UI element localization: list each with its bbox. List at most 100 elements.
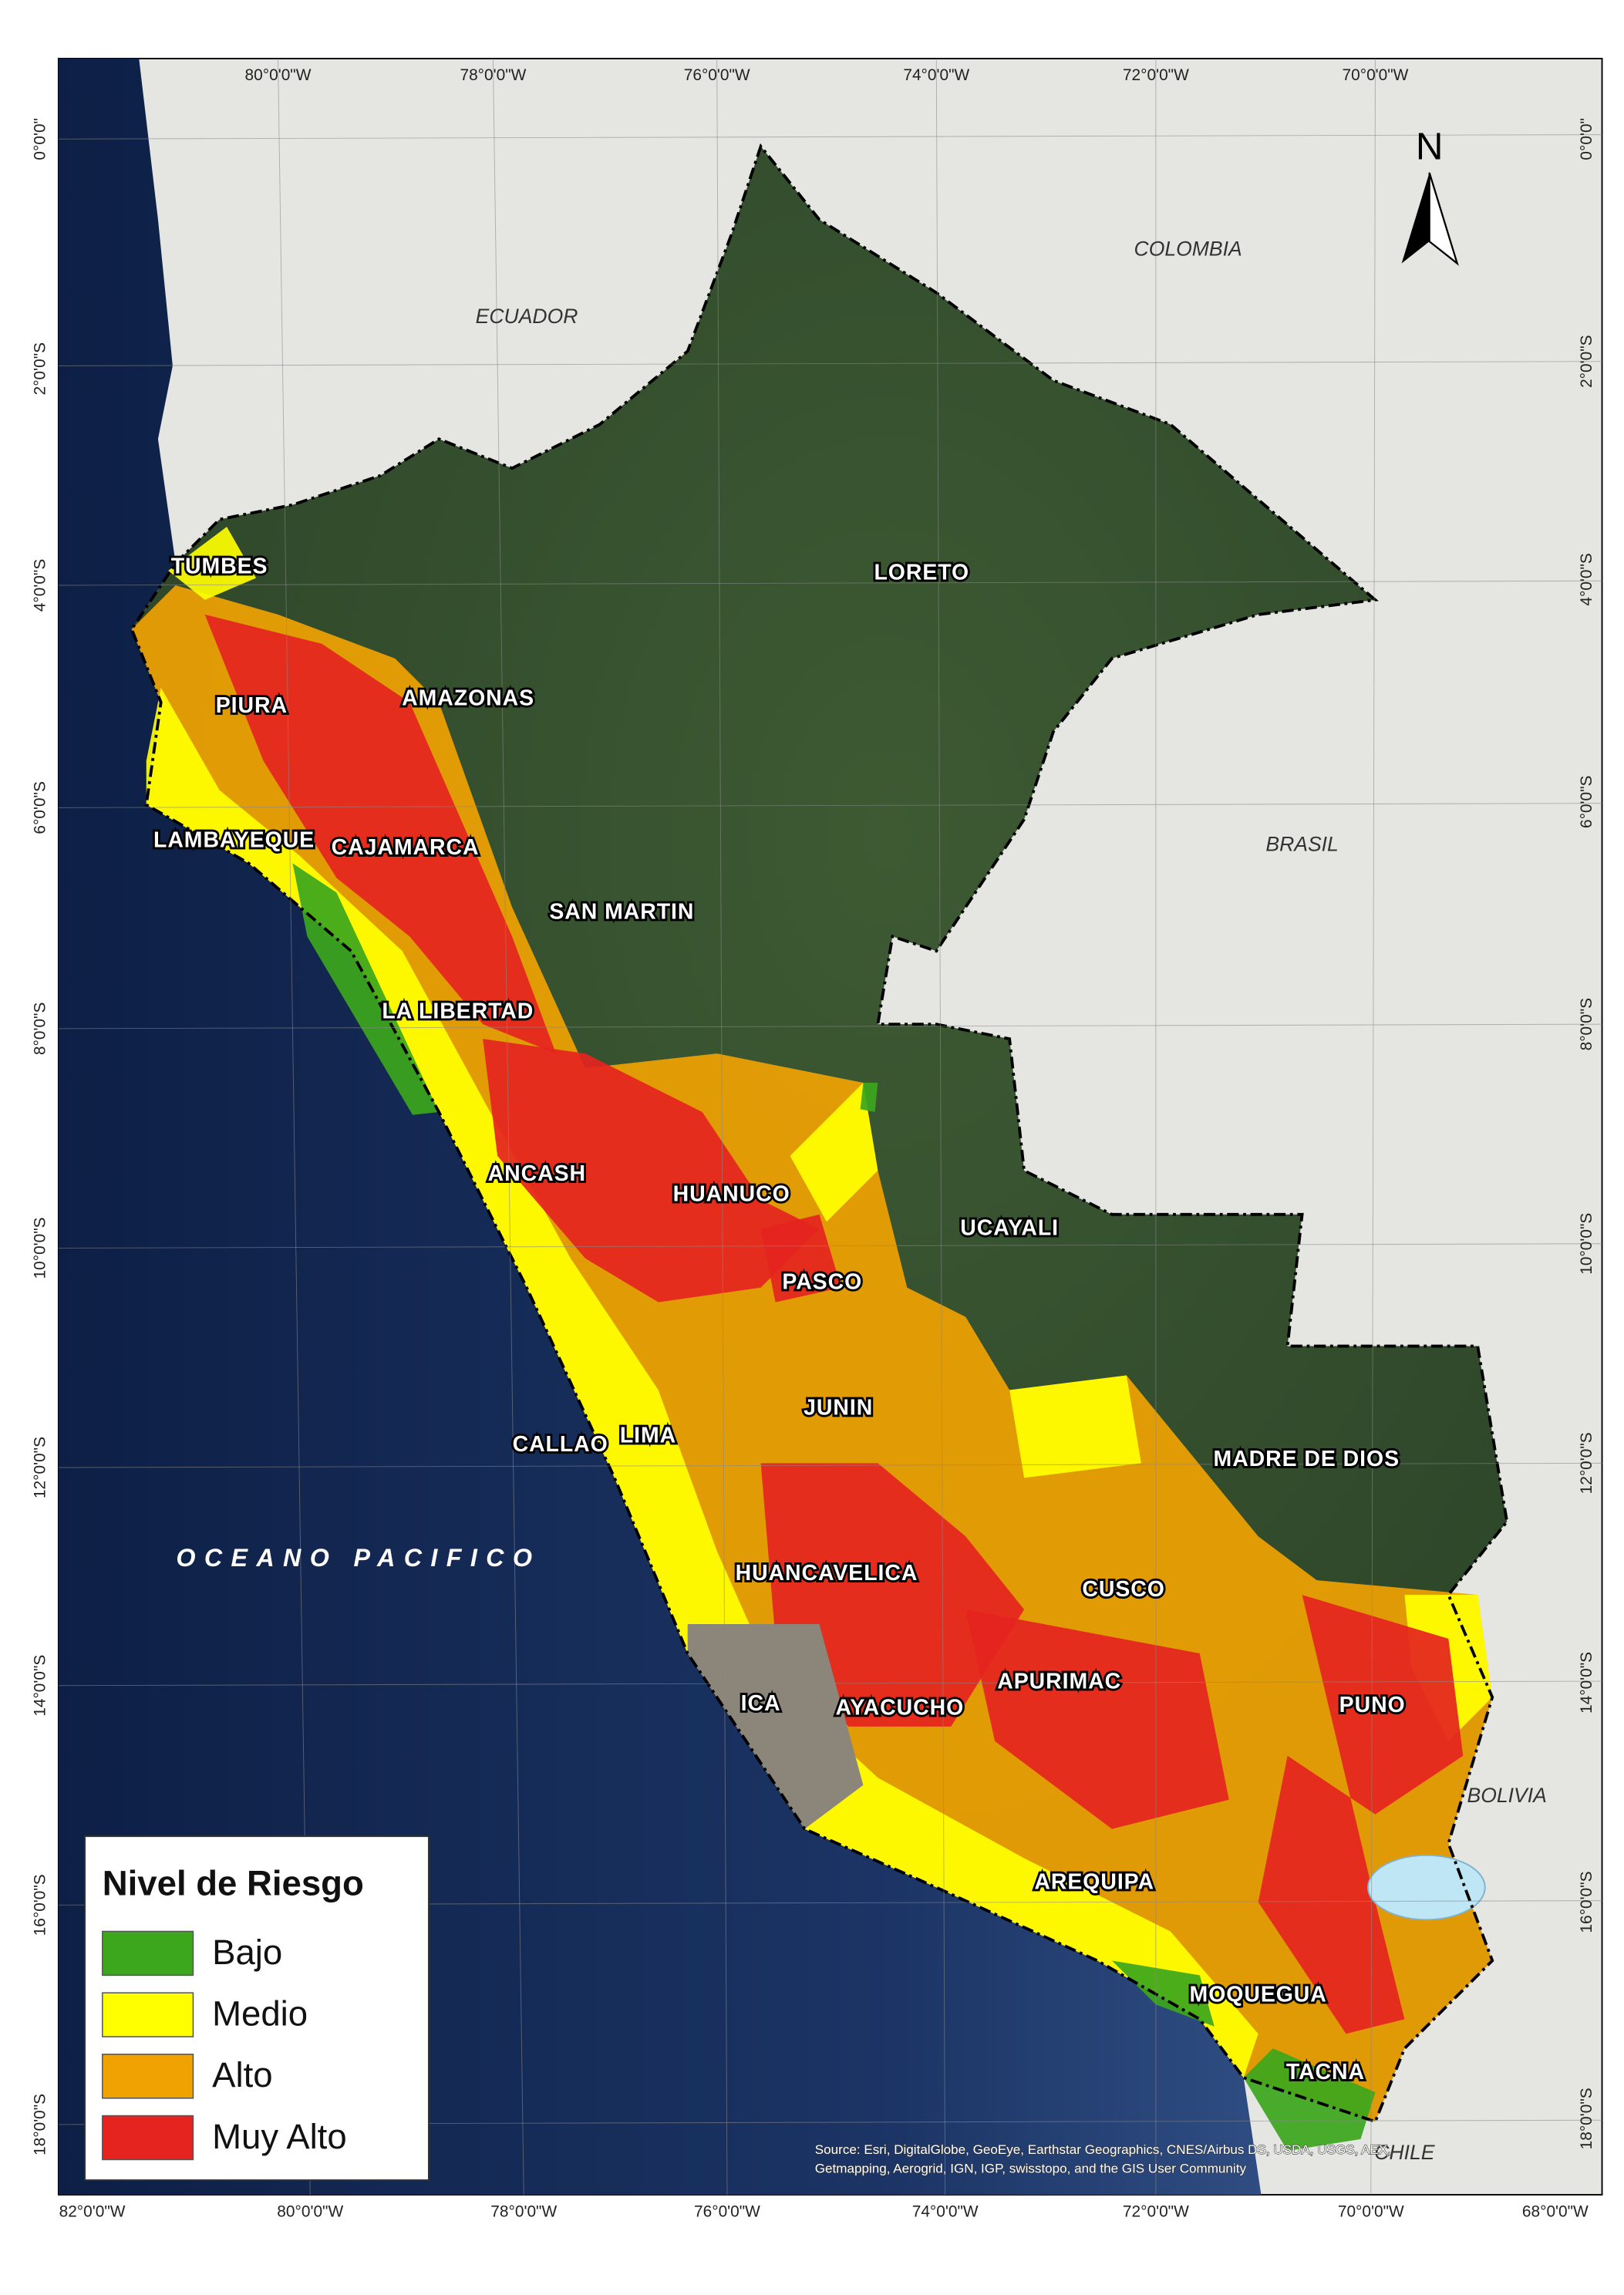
source-text: Source: Esri, DigitalGlobe, GeoEye, Eart… — [815, 2142, 1391, 2157]
ocean-label: OCEANO PACIFICO — [176, 1544, 541, 1572]
risk-zone — [790, 1083, 878, 1222]
graticule — [58, 1462, 1602, 1468]
left-coordinate-label: 16°0'0"S — [32, 1874, 49, 1936]
department-label: MADRE DE DIOS — [1214, 1447, 1400, 1471]
top-coordinate-label: 80°0'0"W — [245, 66, 312, 84]
north-label: N — [1416, 126, 1444, 168]
ica-region — [687, 1624, 864, 1829]
legend: Nivel de Riesgo Bajo Medio Alto Muy Alto — [84, 1835, 430, 2181]
legend-label: Bajo — [212, 1933, 282, 1972]
right-coordinate-label: 6°0'0"S — [1578, 776, 1595, 828]
left-coordinate-label: 2°0'0"S — [32, 342, 49, 395]
right-coordinate-label: 4°0'0"S — [1578, 553, 1595, 605]
label-layer: 80°0'0"W 78°0'0"W 76°0'0"W 74°0'0"W 72°0'0"W… — [32, 66, 1595, 2220]
top-coordinate-label: 72°0'0"W — [1123, 66, 1189, 84]
graticule — [58, 1243, 1602, 1249]
bottom-coordinate-label: 72°0'0"W — [1123, 2202, 1189, 2220]
ocean — [58, 58, 1262, 2195]
department-label: LIMA — [620, 1424, 676, 1448]
left-coordinate-label: 6°0'0"S — [32, 781, 49, 834]
top-coordinate-label: 70°0'0"W — [1343, 66, 1409, 84]
right-coordinate-label: 16°0'0"S — [1578, 1872, 1595, 1933]
north-arrow-right — [1428, 172, 1459, 266]
bottom-coordinate-label: 76°0'0"W — [694, 2202, 760, 2220]
country-label: BRASIL — [1265, 833, 1338, 856]
department-label: ICA — [741, 1691, 781, 1716]
graticule — [492, 58, 524, 2195]
country-label: BOLIVIA — [1467, 1784, 1547, 1807]
right-coordinate-label: 2°0'0"S — [1578, 335, 1595, 387]
risk-zone — [168, 527, 257, 600]
bottom-coordinate-label: 74°0'0"W — [912, 2202, 979, 2220]
top-coordinate-label: 76°0'0"W — [684, 66, 750, 84]
right-coordinate-label: 10°0'0"S — [1578, 1213, 1595, 1275]
bottom-coordinate-label: 78°0'0"W — [490, 2202, 557, 2220]
department-label: PASCO — [782, 1269, 862, 1294]
department-label: HUANCAVELICA — [736, 1561, 918, 1586]
department-label: CALLAO — [513, 1432, 608, 1457]
department-label: APURIMAC — [997, 1669, 1121, 1693]
department-label: HUANUCO — [673, 1182, 790, 1207]
top-coordinate-label: 78°0'0"W — [460, 66, 526, 84]
bottom-coordinate-label: 70°0'0"W — [1338, 2202, 1404, 2220]
legend-swatch — [102, 2115, 194, 2161]
department-label: AMAZONAS — [402, 686, 534, 710]
graticule — [58, 1680, 1602, 1687]
source-text: Getmapping, Aerogrid, IGN, IGP, swisstop… — [815, 2162, 1247, 2176]
risk-zone — [760, 1214, 841, 1303]
peru-border — [130, 143, 1509, 2124]
graticule — [58, 134, 1602, 140]
legend-swatch — [102, 1992, 194, 2037]
department-label: PUNO — [1339, 1693, 1406, 1717]
department-label: UCAYALI — [960, 1215, 1059, 1240]
department-label: LORETO — [874, 560, 969, 585]
department-label: AYACUCHO — [835, 1696, 964, 1720]
bottom-coordinate-label: 68°0'0"W — [1522, 2202, 1589, 2220]
department-label: AREQUIPA — [1034, 1869, 1154, 1894]
department-label: CUSCO — [1082, 1577, 1164, 1602]
risk-zone — [1009, 1375, 1141, 1478]
top-coordinate-label: 74°0'0"W — [903, 66, 969, 84]
right-coordinate-label: 0°0'0" — [1578, 118, 1595, 160]
graticule — [716, 58, 728, 2195]
department-label: LA LIBERTAD — [382, 999, 534, 1023]
department-label: CAJAMARCA — [332, 835, 480, 860]
risk-zone — [860, 1083, 878, 1112]
left-coordinate-label: 18°0'0"S — [32, 2094, 49, 2155]
right-coordinate-label: 14°0'0"S — [1578, 1652, 1595, 1714]
left-coordinate-label: 0°0'0" — [32, 118, 49, 160]
department-label: LAMBAYEQUE — [153, 828, 315, 853]
left-coordinate-label: 8°0'0"S — [32, 1003, 49, 1055]
right-coordinate-label: 12°0'0"S — [1578, 1432, 1595, 1494]
risk-zone — [204, 614, 556, 1054]
base-layer — [58, 58, 1602, 2195]
country-label: ECUADOR — [476, 305, 578, 328]
legend-swatch — [102, 2054, 194, 2099]
bottom-coordinate-label: 82°0'0"W — [59, 2202, 126, 2220]
department-label: MOQUEGUA — [1190, 1982, 1327, 2007]
legend-title: Nivel de Riesgo — [103, 1864, 364, 1903]
risk-zone — [292, 863, 440, 1115]
legend-label: Alto — [212, 2055, 272, 2094]
lake-titicaca — [1367, 1854, 1486, 1921]
risk-zone — [146, 687, 1258, 2078]
graticule — [58, 361, 1602, 366]
department-label: TUMBES — [171, 554, 268, 579]
right-coordinate-label: 8°0'0"S — [1578, 998, 1595, 1050]
department-label: PIURA — [216, 693, 288, 718]
graticule — [58, 580, 1602, 586]
legend-label: Muy Alto — [212, 2117, 347, 2156]
department-label: SAN MARTIN — [549, 899, 694, 924]
department-label: JUNIN — [804, 1396, 873, 1420]
right-coordinate-label: 18°0'0"S — [1578, 2088, 1595, 2149]
legend-label: Medio — [212, 1994, 308, 2034]
graticule — [935, 58, 946, 2195]
graticule — [1370, 58, 1376, 2195]
risk-zone — [1243, 2048, 1376, 2152]
country-label: CHILE — [1374, 2141, 1434, 2164]
left-coordinate-label: 14°0'0"S — [32, 1655, 49, 1717]
risk-zone — [1111, 1960, 1215, 2027]
risk-zone — [483, 1039, 820, 1303]
